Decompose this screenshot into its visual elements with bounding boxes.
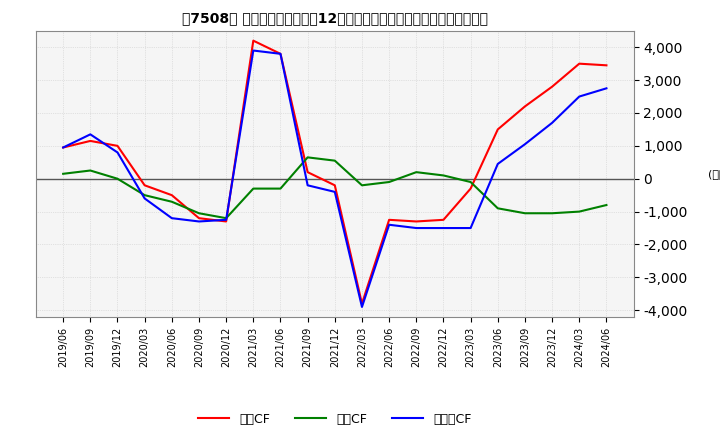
フリーCF bbox=[194, 219, 203, 224]
営業CF bbox=[467, 186, 475, 191]
Line: フリーCF: フリーCF bbox=[63, 51, 606, 307]
フリーCF bbox=[439, 225, 448, 231]
投資CF bbox=[548, 211, 557, 216]
フリーCF bbox=[59, 145, 68, 150]
営業CF bbox=[602, 62, 611, 68]
フリーCF bbox=[358, 304, 366, 310]
フリーCF bbox=[113, 150, 122, 155]
フリーCF bbox=[521, 142, 529, 147]
投資CF bbox=[493, 205, 502, 211]
フリーCF bbox=[575, 94, 584, 99]
投資CF bbox=[113, 176, 122, 181]
フリーCF bbox=[222, 217, 230, 223]
投資CF bbox=[303, 155, 312, 160]
Line: 投資CF: 投資CF bbox=[63, 158, 606, 218]
フリーCF bbox=[249, 48, 258, 53]
投資CF bbox=[575, 209, 584, 214]
投資CF bbox=[168, 199, 176, 205]
営業CF bbox=[194, 216, 203, 221]
フリーCF bbox=[412, 225, 420, 231]
投資CF bbox=[330, 158, 339, 163]
営業CF bbox=[276, 51, 285, 56]
フリーCF bbox=[467, 225, 475, 231]
営業CF bbox=[140, 183, 149, 188]
投資CF bbox=[222, 216, 230, 221]
フリーCF bbox=[602, 86, 611, 91]
フリーCF bbox=[86, 132, 94, 137]
投資CF bbox=[194, 211, 203, 216]
Legend: 営業CF, 投資CF, フリーCF: 営業CF, 投資CF, フリーCF bbox=[193, 408, 477, 431]
投資CF bbox=[86, 168, 94, 173]
投資CF bbox=[276, 186, 285, 191]
フリーCF bbox=[384, 222, 393, 227]
投資CF bbox=[384, 180, 393, 185]
投資CF bbox=[249, 186, 258, 191]
営業CF bbox=[493, 127, 502, 132]
営業CF bbox=[303, 169, 312, 175]
営業CF bbox=[59, 145, 68, 150]
営業CF bbox=[384, 217, 393, 223]
営業CF bbox=[113, 143, 122, 148]
営業CF bbox=[86, 138, 94, 143]
投資CF bbox=[439, 173, 448, 178]
営業CF bbox=[575, 61, 584, 66]
営業CF bbox=[330, 183, 339, 188]
Y-axis label: (百万円): (百万円) bbox=[708, 169, 720, 179]
営業CF bbox=[412, 219, 420, 224]
フリーCF bbox=[140, 196, 149, 201]
フリーCF bbox=[330, 189, 339, 194]
投資CF bbox=[140, 193, 149, 198]
営業CF bbox=[168, 193, 176, 198]
Title: 【7508】 キャッシュフローの12か月移動合計の対前年同期増減額の推移: 【7508】 キャッシュフローの12か月移動合計の対前年同期増減額の推移 bbox=[181, 11, 488, 26]
投資CF bbox=[521, 211, 529, 216]
営業CF bbox=[249, 38, 258, 43]
投資CF bbox=[467, 180, 475, 185]
営業CF bbox=[358, 301, 366, 306]
フリーCF bbox=[493, 161, 502, 167]
営業CF bbox=[222, 219, 230, 224]
営業CF bbox=[521, 104, 529, 109]
フリーCF bbox=[303, 183, 312, 188]
投資CF bbox=[358, 183, 366, 188]
フリーCF bbox=[548, 120, 557, 125]
Line: 営業CF: 営業CF bbox=[63, 40, 606, 304]
フリーCF bbox=[168, 216, 176, 221]
営業CF bbox=[439, 217, 448, 223]
投資CF bbox=[412, 169, 420, 175]
営業CF bbox=[548, 84, 557, 89]
投資CF bbox=[602, 202, 611, 208]
フリーCF bbox=[276, 51, 285, 56]
投資CF bbox=[59, 171, 68, 176]
